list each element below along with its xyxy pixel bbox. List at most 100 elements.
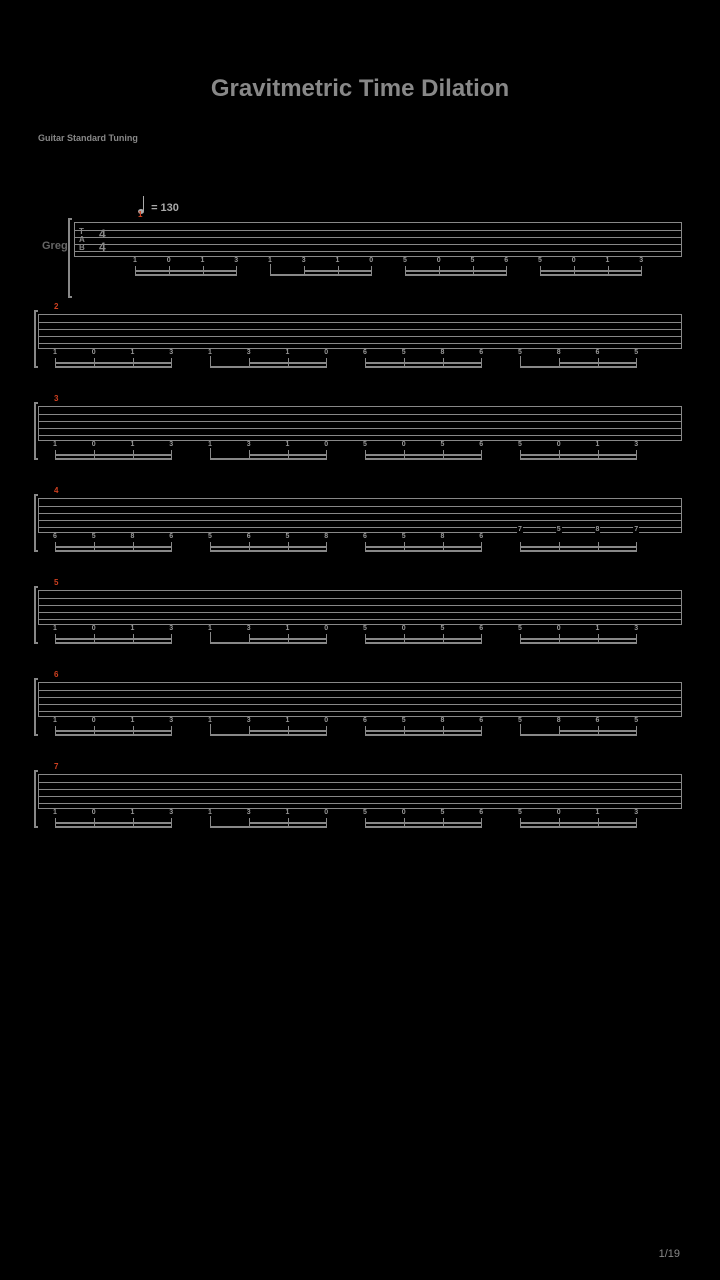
fret-number: 6: [478, 625, 484, 632]
staff-wrap: 1013131050565013: [38, 770, 682, 828]
beam-group: [365, 450, 481, 462]
fret-number: 0: [91, 349, 97, 356]
fret-number: 6: [478, 809, 484, 816]
note-stem: [636, 634, 637, 644]
staff-wrap: TAB441013131050565013: [38, 218, 682, 276]
staff-line: [39, 704, 681, 705]
fret-number: 0: [436, 257, 442, 264]
fret-number: 6: [478, 349, 484, 356]
fret-number: 3: [168, 717, 174, 724]
beam: [210, 642, 326, 644]
fret-number: 5: [362, 809, 368, 816]
beam: [270, 274, 371, 276]
fret-number: 0: [91, 809, 97, 816]
fret-number: 1: [52, 717, 58, 724]
fret-number: 1: [130, 349, 136, 356]
fret-number: 5: [517, 441, 523, 448]
fret-number: 5: [207, 533, 213, 540]
beam-secondary: [55, 362, 171, 364]
fret-number: 1: [207, 717, 213, 724]
staff-line: [39, 598, 681, 599]
fret-number: 7: [633, 526, 639, 533]
beam: [520, 642, 636, 644]
beam-group: [520, 450, 636, 462]
note-stem: [326, 450, 327, 460]
fret-number: 0: [556, 809, 562, 816]
fret-number: 1: [595, 441, 601, 448]
staff-line: [39, 506, 681, 507]
fret-number: 1: [595, 625, 601, 632]
beam: [210, 366, 326, 368]
beam: [55, 826, 171, 828]
staff-line: [39, 513, 681, 514]
fret-number: 1: [52, 625, 58, 632]
fret-number: 3: [633, 809, 639, 816]
measure-row: 61013131065865865: [38, 678, 682, 736]
fret-number: 3: [246, 441, 252, 448]
fret-number: 8: [440, 717, 446, 724]
staff-line: [39, 605, 681, 606]
fret-number: 1: [285, 349, 291, 356]
note-stem: [326, 542, 327, 552]
beam-secondary: [135, 270, 236, 272]
beam-secondary: [249, 454, 327, 456]
staff-line: [39, 711, 681, 712]
staff-line: [39, 782, 681, 783]
beam-secondary: [520, 822, 636, 824]
fret-number: 5: [362, 625, 368, 632]
fret-number: 8: [130, 533, 136, 540]
beam-secondary: [55, 638, 171, 640]
tab-staff: 1013131050565013: [38, 406, 682, 441]
fret-number: 6: [168, 533, 174, 540]
beam: [365, 366, 481, 368]
note-stem: [481, 818, 482, 828]
beam-group: [135, 266, 236, 278]
staff-line: [39, 619, 681, 620]
fret-number: 0: [91, 717, 97, 724]
fret-number: 3: [168, 809, 174, 816]
staff-line: [39, 336, 681, 337]
tab-staff: 1013131065865865: [38, 682, 682, 717]
beam-secondary: [559, 362, 637, 364]
fret-number: 6: [478, 441, 484, 448]
fret-number: 5: [470, 257, 476, 264]
beam: [365, 734, 481, 736]
beam-secondary: [249, 822, 327, 824]
beam-group: [365, 358, 481, 370]
fret-number: 3: [246, 809, 252, 816]
fret-number: 0: [91, 625, 97, 632]
staff-line: [75, 237, 681, 238]
fret-number: 6: [52, 533, 58, 540]
fret-number: 5: [362, 441, 368, 448]
beam: [365, 826, 481, 828]
fret-number: 0: [556, 441, 562, 448]
beam: [520, 734, 636, 736]
staff-wrap: 1013131050565013: [38, 402, 682, 460]
fret-number: 1: [595, 809, 601, 816]
beam-secondary: [520, 454, 636, 456]
beam: [210, 458, 326, 460]
tab-sheet: 1TAB441013131050565013210131310658658653…: [38, 218, 682, 862]
fret-number: 1: [132, 257, 138, 264]
fret-number: 3: [246, 625, 252, 632]
beam: [540, 274, 641, 276]
page-title: Gravitmetric Time Dilation: [0, 0, 720, 133]
fret-number: 3: [168, 441, 174, 448]
fret-number: 0: [401, 625, 407, 632]
fret-number: 3: [168, 349, 174, 356]
note-stem: [481, 542, 482, 552]
fret-number: 5: [537, 257, 543, 264]
fret-number: 3: [301, 257, 307, 264]
fret-number: 8: [595, 526, 601, 533]
fret-number: 3: [168, 625, 174, 632]
fret-number: 6: [478, 717, 484, 724]
fret-number: 5: [517, 625, 523, 632]
note-stem: [371, 266, 372, 276]
staff-line: [39, 428, 681, 429]
tab-staff: 6586565865867587: [38, 498, 682, 533]
beam-group: [55, 542, 171, 554]
beam-secondary: [365, 454, 481, 456]
beam-group: [520, 542, 636, 554]
beam: [520, 826, 636, 828]
note-stem: [636, 358, 637, 368]
